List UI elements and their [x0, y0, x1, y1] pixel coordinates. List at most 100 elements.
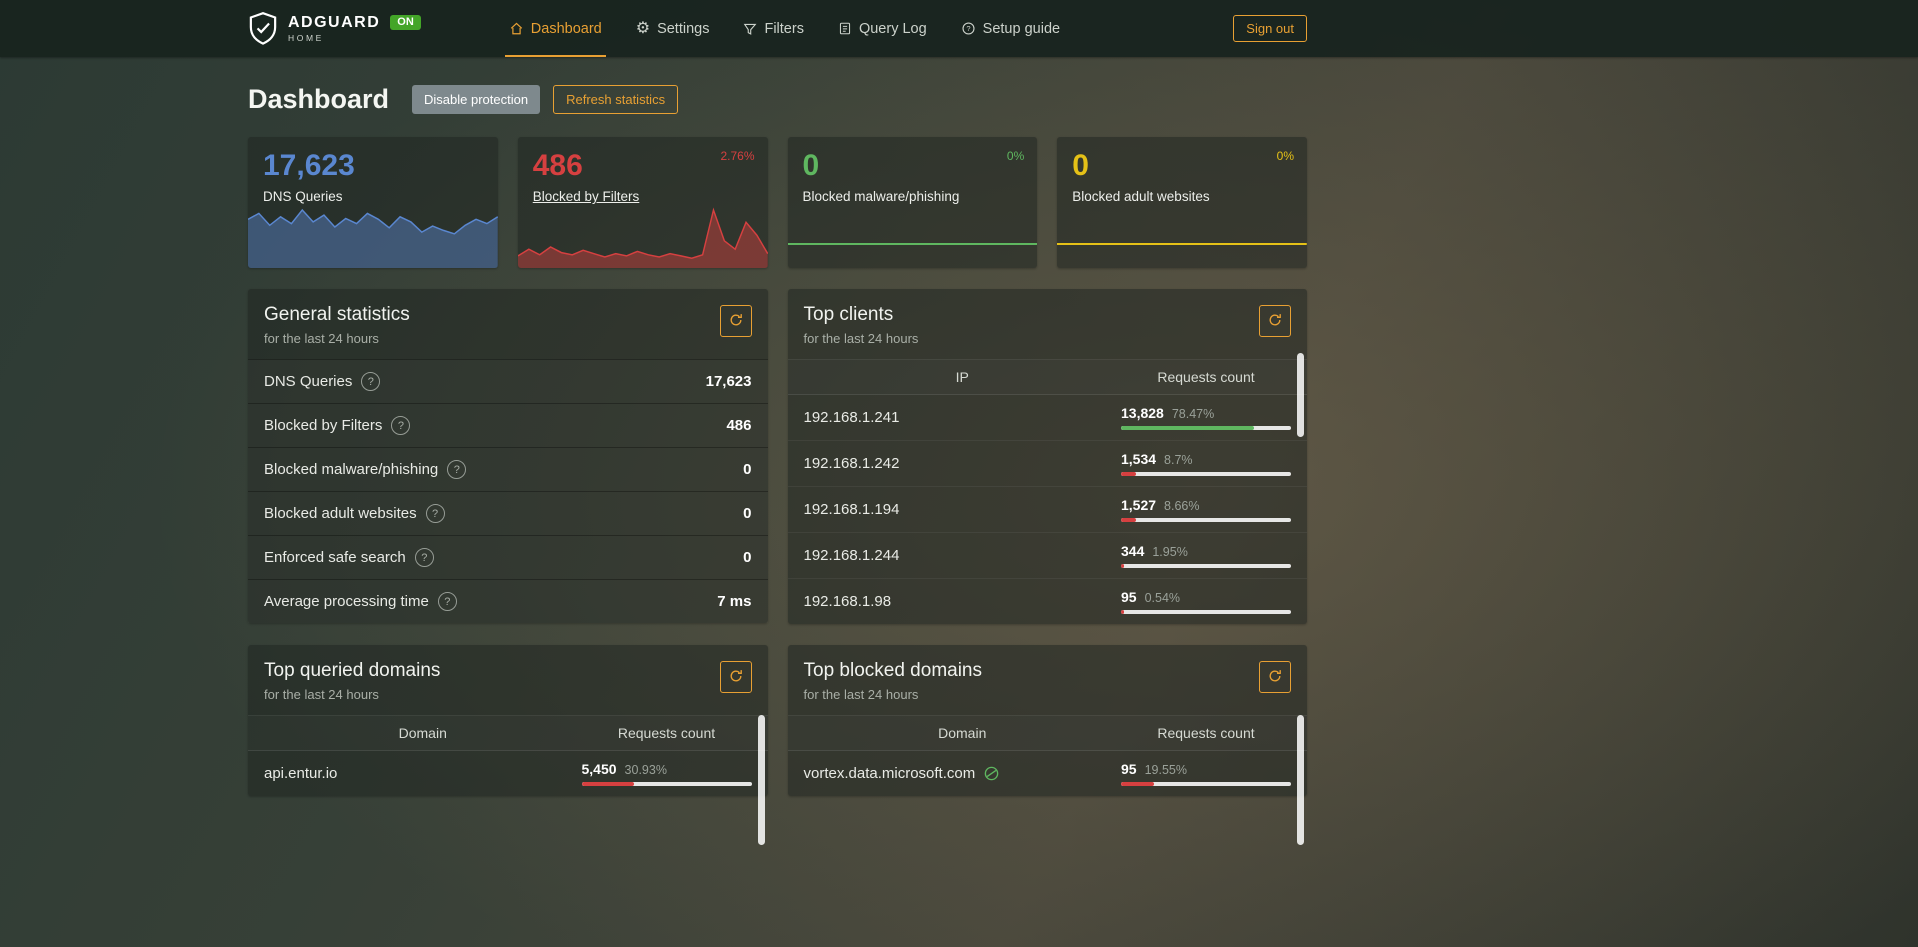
query-log-icon — [838, 21, 852, 36]
column-header-domain: Domain — [398, 725, 447, 741]
table-row: 192.168.1.194 1,527 8.66% — [787, 486, 1307, 532]
requests-progress-bar — [1121, 472, 1291, 476]
stat-card-blocked-by-filters: 2.76% 486 Blocked by Filters — [517, 137, 768, 268]
refresh-statistics-button[interactable]: Refresh statistics — [553, 84, 679, 114]
panel-title: Top queried domains — [264, 660, 441, 681]
requests-count: 5,450 — [581, 761, 617, 777]
nav-item-label: Filters — [764, 20, 804, 37]
top-blocked-rows: vortex.data.microsoft.com 95 19.55% — [788, 751, 1308, 796]
page-title: Dashboard — [248, 83, 390, 114]
requests-count: 13,828 — [1121, 405, 1164, 421]
stat-row-label: Enforced safe search? — [264, 548, 434, 567]
stat-card-sparkline — [517, 204, 768, 268]
stat-row: Average processing time? 7 ms — [248, 579, 768, 623]
top-blocked-domains-panel: Top blocked domains for the last 24 hour… — [787, 645, 1308, 845]
home-icon — [509, 21, 524, 36]
gear-icon: ⚙ — [635, 19, 651, 37]
stat-card-value: 17,623 — [263, 149, 355, 182]
table-row: api.entur.io 5,450 30.93% — [248, 751, 768, 796]
requests-count: 95 — [1121, 589, 1137, 605]
stat-card-dns-queries: 17,623 DNS Queries — [248, 137, 498, 268]
nav-item-dashboard[interactable]: Dashboard — [504, 0, 606, 57]
stat-row-value: 0 — [743, 461, 752, 478]
requests-percent: 19.55% — [1144, 763, 1187, 777]
stat-card-sparkline — [248, 204, 498, 268]
help-icon[interactable]: ? — [425, 504, 445, 523]
stat-row: Blocked adult websites? 0 — [248, 491, 768, 535]
help-icon[interactable]: ? — [447, 460, 467, 479]
nav-item-setup-guide[interactable]: ? Setup guide — [961, 0, 1060, 57]
brand-name: ADGUARD — [288, 13, 381, 31]
stat-card-label: DNS Queries — [263, 189, 343, 204]
refresh-icon — [1267, 668, 1283, 687]
top-clients-rows: 192.168.1.241 13,828 78.47% 192.168.1.242 1,… — [787, 395, 1307, 624]
help-icon: ? — [961, 21, 976, 36]
refresh-button[interactable] — [1259, 305, 1291, 337]
stat-row-label: DNS Queries? — [264, 372, 381, 391]
requests-count: 95 — [1121, 761, 1137, 777]
help-icon[interactable]: ? — [437, 592, 457, 611]
stat-row: Blocked malware/phishing? 0 — [248, 447, 768, 491]
refresh-button[interactable] — [1259, 661, 1291, 693]
scrollbar-thumb[interactable] — [1297, 715, 1304, 845]
scrollbar-thumb[interactable] — [1297, 353, 1304, 437]
client-ip: 192.168.1.98 — [803, 593, 892, 610]
nav-item-settings[interactable]: ⚙ Settings — [636, 0, 710, 57]
blocked-icon[interactable] — [983, 765, 1000, 782]
nav-item-label: Setup guide — [982, 20, 1061, 37]
help-icon[interactable]: ? — [414, 548, 434, 567]
stat-card-label: Blocked malware/phishing — [802, 189, 960, 204]
sign-out-button[interactable]: Sign out — [1233, 15, 1307, 42]
stat-row-label: Blocked malware/phishing? — [264, 460, 467, 479]
top-navbar: ADGUARD ON HOME Dashboard ⚙ Settings Filter… — [0, 0, 1918, 57]
page-header: Dashboard Disable protection Refresh sta… — [248, 81, 1307, 117]
dashboard-page: Dashboard Disable protection Refresh sta… — [248, 81, 1308, 845]
refresh-button[interactable] — [719, 305, 752, 337]
svg-text:?: ? — [966, 24, 970, 33]
nav-item-label: Dashboard — [530, 20, 602, 37]
stat-row-value: 0 — [743, 549, 752, 566]
panel-subtitle: for the last 24 hours — [803, 687, 919, 702]
stat-card-label[interactable]: Blocked by Filters — [532, 189, 640, 204]
nav-item-query-log[interactable]: Query Log — [838, 0, 927, 57]
scrollbar-thumb[interactable] — [757, 715, 765, 845]
stat-row-value: 7 ms — [717, 593, 752, 610]
requests-progress-bar — [581, 782, 752, 786]
stat-card-delta: 0% — [1276, 149, 1294, 163]
requests-percent: 8.7% — [1164, 453, 1193, 467]
requests-percent: 30.93% — [624, 763, 667, 777]
brand: ADGUARD ON HOME — [248, 11, 421, 46]
client-ip: 192.168.1.244 — [803, 547, 900, 564]
table-row: vortex.data.microsoft.com 95 19.55% — [788, 751, 1308, 796]
panel-subtitle: for the last 24 hours — [264, 687, 379, 702]
stat-card-blocked-malware-phishing: 0% 0 Blocked malware/phishing — [787, 137, 1038, 268]
table-row: 192.168.1.242 1,534 8.7% — [787, 440, 1307, 486]
client-ip: 192.168.1.242 — [803, 455, 900, 472]
general-statistics-panel: General statistics for the last 24 hours… — [248, 289, 768, 623]
requests-progress-bar — [1121, 564, 1291, 568]
refresh-button[interactable] — [719, 661, 752, 693]
stat-row-label: Average processing time? — [264, 592, 457, 611]
top-queried-rows: api.entur.io 5,450 30.93% — [248, 751, 768, 796]
top-clients-panel: Top clients for the last 24 hours IP Req… — [787, 289, 1307, 624]
client-ip: 192.168.1.194 — [803, 501, 900, 518]
top-queried-domains-panel: Top queried domains for the last 24 hour… — [248, 645, 768, 845]
brand-sub: HOME — [288, 32, 324, 43]
blocked-domain: vortex.data.microsoft.com — [804, 765, 1122, 782]
panel-subtitle: for the last 24 hours — [264, 331, 379, 346]
requests-count: 1,534 — [1121, 451, 1157, 467]
column-header-ip: IP — [955, 369, 969, 385]
stat-row-label: Blocked adult websites? — [264, 504, 445, 523]
queried-domain: api.entur.io — [264, 765, 338, 782]
disable-protection-button[interactable]: Disable protection — [412, 84, 541, 114]
help-icon[interactable]: ? — [391, 416, 411, 435]
stat-row-value: 17,623 — [705, 373, 752, 390]
filter-icon — [743, 22, 757, 36]
requests-progress-bar — [1121, 426, 1291, 430]
stat-row-label: Blocked by Filters? — [264, 416, 411, 435]
table-row: 192.168.1.244 344 1.95% — [787, 532, 1307, 578]
nav-item-filters[interactable]: Filters — [743, 0, 804, 57]
help-icon[interactable]: ? — [361, 372, 381, 391]
stat-card-value: 486 — [532, 149, 583, 182]
stat-card-label: Blocked adult websites — [1072, 189, 1210, 204]
